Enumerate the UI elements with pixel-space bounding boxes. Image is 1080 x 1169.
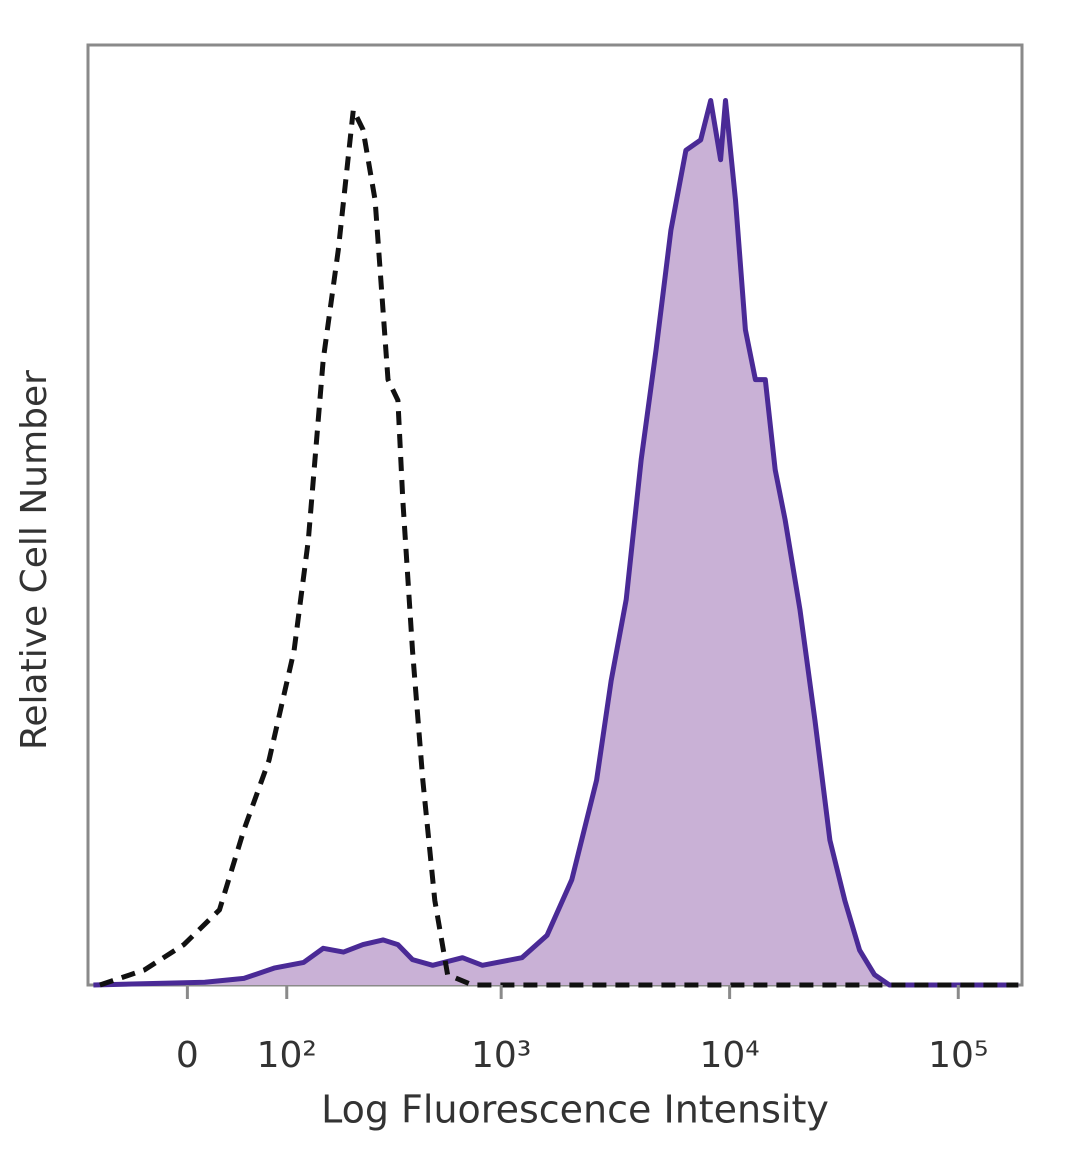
y-axis-label: Relative Cell Number (14, 370, 55, 750)
x-tick-label: 10⁴ (700, 1035, 760, 1076)
x-tick-label: 10⁵ (928, 1035, 988, 1076)
histogram-area (93, 100, 1019, 985)
histogram-line (93, 98, 1019, 988)
histogram-line (99, 107, 1019, 988)
plot-frame (86, 43, 1024, 987)
x-axis-label: Log Fluorescence Intensity (321, 1088, 829, 1132)
x-tick-label: 0 (176, 1035, 199, 1076)
plot-area (93, 98, 1019, 988)
x-tick-label: 10³ (471, 1035, 531, 1076)
x-tick-label: 10² (257, 1035, 317, 1076)
